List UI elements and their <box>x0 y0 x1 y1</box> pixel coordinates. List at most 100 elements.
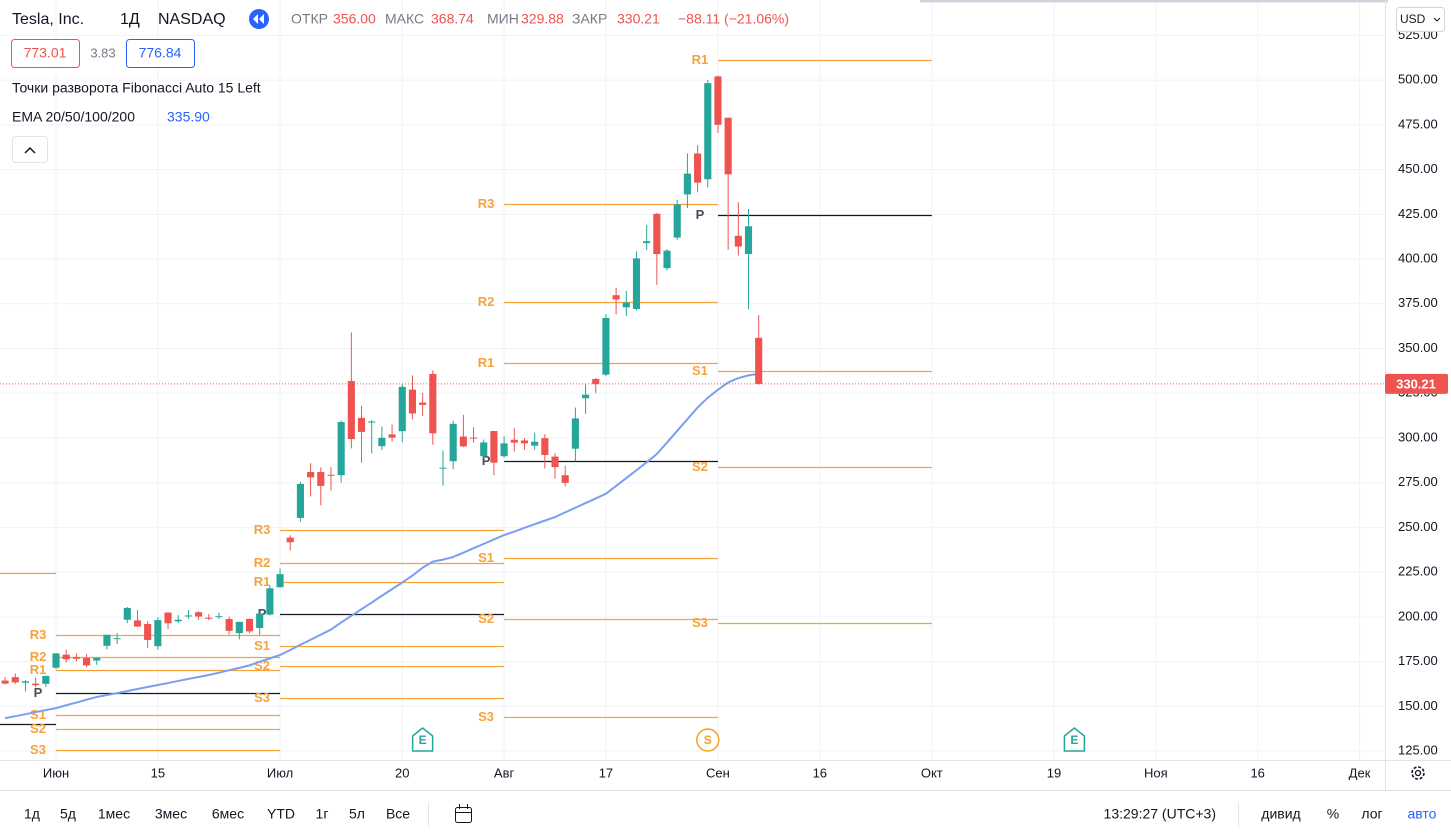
candle-body <box>643 241 651 244</box>
candle-body <box>11 677 19 683</box>
range-button[interactable]: 5д <box>60 806 76 822</box>
candle-body <box>541 438 549 455</box>
candle-body <box>32 683 40 686</box>
pivot-label: S1 <box>692 363 708 378</box>
candle-body <box>582 394 590 399</box>
x-tick-label: 20 <box>395 765 409 780</box>
candle-body <box>388 434 396 438</box>
pivot-label: R3 <box>254 522 271 537</box>
y-tick-label: 475.00 <box>1398 116 1438 131</box>
candle-body <box>164 612 172 624</box>
candle-body <box>449 423 457 462</box>
y-tick-label: 150.00 <box>1398 698 1438 713</box>
currency[interactable]: USD <box>1400 12 1426 26</box>
clock[interactable]: 13:29:27 (UTC+3) <box>1104 806 1216 822</box>
pivot-label: S2 <box>692 459 708 474</box>
candle-body <box>429 373 437 434</box>
candle-body <box>347 381 355 440</box>
pivot-label: R1 <box>30 662 47 677</box>
candle-body <box>317 471 325 486</box>
candle-body <box>408 389 417 414</box>
range-button[interactable]: 1д <box>24 806 40 822</box>
x-tick-label: 15 <box>151 765 165 780</box>
ohlc-label: ОТКР <box>291 11 328 27</box>
replay-button[interactable] <box>249 9 269 29</box>
sell-price[interactable]: 773.01 <box>24 45 67 61</box>
candle-body <box>184 615 192 617</box>
pivot-label: S1 <box>478 550 494 565</box>
candle-body <box>144 624 152 640</box>
range-button[interactable]: 5л <box>349 806 365 822</box>
range-button[interactable]: Все <box>386 806 410 822</box>
pivot-label: R1 <box>478 355 495 370</box>
range-button[interactable]: 3мес <box>155 806 187 822</box>
candle-body <box>42 675 50 684</box>
symbol[interactable]: Tesla, Inc. <box>12 11 84 28</box>
last-price-label: 330.21 <box>1396 376 1436 391</box>
candle-body <box>245 618 254 632</box>
candle-body <box>256 613 264 628</box>
settings-button[interactable] <box>1411 766 1425 780</box>
y-tick-label: 425.00 <box>1398 206 1438 221</box>
pivot-label: P <box>696 207 705 222</box>
candle-body <box>52 653 60 668</box>
sell-box[interactable] <box>11 39 80 68</box>
candle-body <box>734 235 742 247</box>
candle-body <box>510 439 518 443</box>
candle-body <box>673 204 681 238</box>
option-button[interactable]: % <box>1327 806 1339 822</box>
y-tick-label: 225.00 <box>1398 564 1438 579</box>
candle-body <box>154 620 162 647</box>
pivot-label: S2 <box>30 721 46 736</box>
pivot-label: S1 <box>254 638 270 653</box>
currency-button[interactable]: USD <box>1396 7 1445 32</box>
y-tick-label: 400.00 <box>1398 250 1438 265</box>
goto-date-button[interactable] <box>455 804 472 823</box>
pivot-label: R1 <box>254 574 271 589</box>
candle-body <box>683 173 691 195</box>
range-button[interactable]: 1мес <box>98 806 130 822</box>
ohlc-value: 329.88 <box>521 11 564 27</box>
indicator-name[interactable]: Точки разворота Fibonacci Auto 15 Left <box>12 80 261 96</box>
option-button[interactable]: дивид <box>1261 806 1300 822</box>
option-button[interactable]: лог <box>1361 806 1382 822</box>
range-button[interactable]: 6мес <box>212 806 244 822</box>
event-marker <box>696 728 720 752</box>
y-tick-label: 300.00 <box>1398 429 1438 444</box>
range-button[interactable]: YTD <box>267 806 295 822</box>
pivot-label: S3 <box>30 742 46 757</box>
collapse-button[interactable] <box>12 136 48 163</box>
candle-body <box>469 437 478 439</box>
candle-body <box>103 634 111 646</box>
pivot-label: P <box>258 606 267 621</box>
ohlc-value: 330.21 <box>617 11 660 27</box>
candle-body <box>327 474 335 476</box>
event-label: E <box>419 733 427 747</box>
interval[interactable]: 1Д <box>120 11 140 28</box>
candle-body <box>439 467 447 469</box>
ohlc-value: 356.00 <box>333 11 376 27</box>
candle-body <box>82 658 91 666</box>
x-tick-label: Окт <box>921 765 943 780</box>
buy-box[interactable] <box>126 39 195 68</box>
candle-body <box>286 537 294 543</box>
x-tick-label: Ноя <box>1144 765 1168 780</box>
axes: 125.00 150.00 175.00 200.00 225.00 250.00 275.… <box>0 0 1451 790</box>
x-tick-label: Сен <box>706 765 730 780</box>
candle-body <box>215 616 223 618</box>
pivot-label: S3 <box>692 615 708 630</box>
buy-price[interactable]: 776.84 <box>139 45 182 61</box>
indicator-name[interactable]: EMA 20/50/100/200 <box>12 109 135 125</box>
candle-body <box>72 656 80 659</box>
candle-body <box>133 620 142 627</box>
pivot-label: R2 <box>478 294 495 309</box>
candle-body <box>571 418 579 449</box>
x-tick-label: Авг <box>494 765 515 780</box>
candle-body <box>744 226 753 255</box>
range-button[interactable]: 1г <box>316 806 329 822</box>
y-tick-label: 500.00 <box>1398 72 1438 87</box>
y-tick-label: 450.00 <box>1398 161 1438 176</box>
option-button[interactable]: авто <box>1408 806 1437 822</box>
y-tick-label: 375.00 <box>1398 295 1438 310</box>
